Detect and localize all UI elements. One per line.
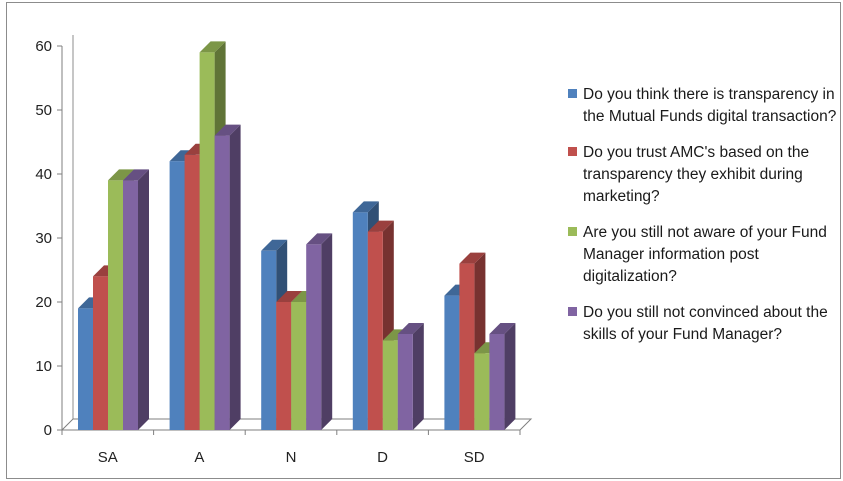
legend-swatch xyxy=(568,227,577,236)
y-tick-label: 10 xyxy=(35,358,52,375)
legend-item: Are you still not aware of your Fund Man… xyxy=(568,222,838,288)
bar-side xyxy=(321,233,333,430)
legend-label: Do you still not convinced about the ski… xyxy=(583,304,828,343)
bar-front xyxy=(459,263,475,430)
bar-top xyxy=(367,220,394,232)
bar xyxy=(397,323,424,430)
legend-swatch xyxy=(568,147,577,156)
x-tick-label: SA xyxy=(98,449,118,466)
bar xyxy=(489,323,516,430)
bar-front xyxy=(261,250,277,430)
bar-front xyxy=(306,244,322,430)
legend-item: Do you still not convinced about the ski… xyxy=(568,302,838,346)
bar-front xyxy=(382,340,398,430)
legend-label: Do you think there is transparency in th… xyxy=(583,86,837,125)
bar-top xyxy=(276,291,303,302)
bar-front xyxy=(367,231,383,430)
legend-swatch xyxy=(568,307,577,316)
bar-top xyxy=(352,201,379,213)
y-tick-label: 50 xyxy=(35,102,52,119)
bar-front xyxy=(444,295,460,430)
bar-front xyxy=(489,334,505,430)
bar-top xyxy=(214,124,241,136)
legend-item: Do you trust AMC's based on the transpar… xyxy=(568,142,838,208)
bar-front xyxy=(78,308,93,430)
legend: Do you think there is transparency in th… xyxy=(568,84,838,360)
x-tick-label: SD xyxy=(464,449,485,466)
y-tick-label: 20 xyxy=(35,294,52,311)
bar-top xyxy=(261,239,288,251)
x-tick-label: N xyxy=(286,449,297,466)
bar-top xyxy=(306,233,333,245)
bar-side xyxy=(412,323,424,430)
bar-front xyxy=(169,161,185,430)
bar-side xyxy=(138,169,149,430)
bar-front xyxy=(276,302,292,430)
bar-front xyxy=(291,302,307,430)
bar-top xyxy=(108,169,134,181)
bar xyxy=(306,233,333,430)
bar xyxy=(123,169,149,430)
legend-swatch xyxy=(568,89,577,98)
bar-side xyxy=(229,124,241,430)
bar-front xyxy=(474,353,490,430)
bar-top xyxy=(199,41,226,53)
bar xyxy=(214,124,241,430)
legend-label: Are you still not aware of your Fund Man… xyxy=(583,224,827,285)
bar-front xyxy=(352,212,368,430)
legend-label: Do you trust AMC's based on the transpar… xyxy=(583,144,810,205)
y-tick-label: 60 xyxy=(35,38,52,55)
x-tick-label: D xyxy=(377,449,388,466)
x-tick-label: A xyxy=(194,449,204,466)
y-tick-label: 30 xyxy=(35,230,52,247)
bar-front xyxy=(397,334,413,430)
bar-front xyxy=(93,276,108,430)
bar-top xyxy=(489,323,516,334)
y-tick-label: 0 xyxy=(44,422,52,439)
bar-front xyxy=(199,52,215,431)
bar-top xyxy=(459,252,486,264)
bar-front xyxy=(214,135,230,430)
bar-front xyxy=(184,154,200,431)
bar-front xyxy=(108,180,123,430)
bar-front xyxy=(123,180,138,430)
bar-top xyxy=(123,169,149,181)
y-tick-label: 40 xyxy=(35,166,52,183)
legend-item: Do you think there is transparency in th… xyxy=(568,84,838,128)
bar-top xyxy=(397,323,424,334)
bar-side xyxy=(504,323,516,430)
